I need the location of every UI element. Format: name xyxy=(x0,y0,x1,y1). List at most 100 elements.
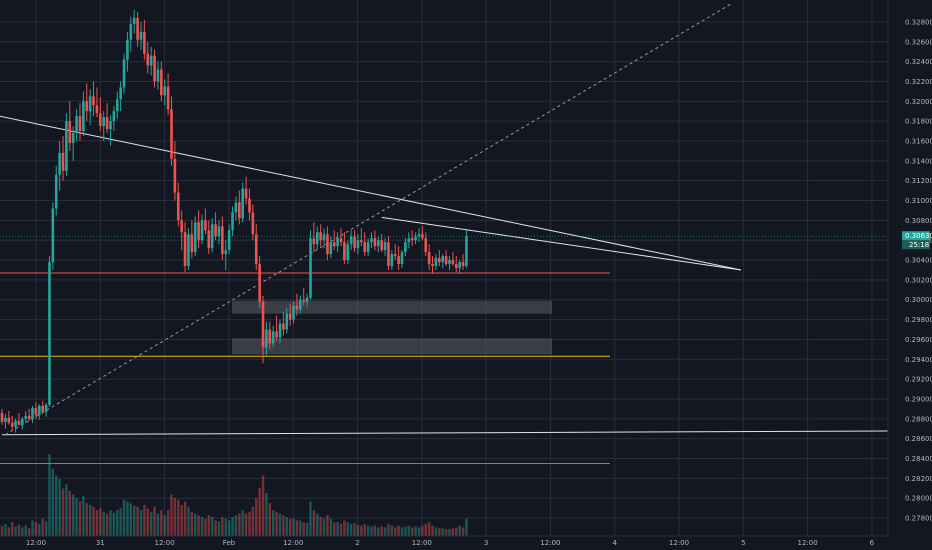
candle-body xyxy=(10,422,14,427)
grid xyxy=(0,0,888,536)
volume-bar xyxy=(387,523,390,536)
volume-bar xyxy=(99,508,102,536)
candle-body xyxy=(356,240,360,249)
x-tick-label: 12:00 xyxy=(669,539,689,547)
candle-body xyxy=(407,238,411,243)
volume-bar xyxy=(7,527,10,536)
candle-body xyxy=(7,417,11,423)
volume-bar xyxy=(458,525,461,536)
volume-bar xyxy=(427,522,431,536)
candle-body xyxy=(105,117,109,130)
candle-body xyxy=(217,226,221,237)
candle-body xyxy=(271,331,275,344)
volume-bar xyxy=(51,468,55,536)
volume-bar xyxy=(194,513,197,536)
candle-body xyxy=(400,252,404,265)
time-axis[interactable]: 12:00 31 12:00 Feb 12:00 2 12:00 3 12:00 4 12:00 5 1… xyxy=(26,539,875,547)
candle-body xyxy=(197,222,200,241)
candle-body xyxy=(210,224,214,249)
volume-bar xyxy=(78,501,82,536)
volume-bar xyxy=(353,523,356,536)
candle-body xyxy=(160,69,163,96)
volume-bar xyxy=(34,522,38,536)
volume-bar xyxy=(61,488,65,536)
y-tick-label: 0.27800 xyxy=(905,515,932,523)
price-axis[interactable]: 0.32800 0.32600 0.32400 0.32200 0.32000 0.318… xyxy=(905,18,932,522)
volume-bar xyxy=(255,498,258,536)
y-tick-label: 0.28000 xyxy=(905,495,932,503)
volume-bar xyxy=(322,518,326,536)
volume-bar xyxy=(343,520,346,536)
candle-body xyxy=(214,224,217,237)
horizontal-lines xyxy=(0,272,610,464)
volume-bar xyxy=(299,520,302,536)
x-tick-label: 12:00 xyxy=(412,539,432,547)
volume-bar xyxy=(221,517,224,536)
volume-bar xyxy=(136,506,139,536)
volume-bar xyxy=(75,498,78,536)
candle-body xyxy=(0,412,4,422)
trend-line xyxy=(381,216,742,271)
volume-bar xyxy=(48,454,51,536)
last-price-tag-bg xyxy=(902,231,930,241)
volume-bar xyxy=(363,523,366,536)
candle-body xyxy=(370,238,373,243)
volume-bar xyxy=(241,510,244,536)
candle-body xyxy=(292,305,295,320)
candle-body xyxy=(295,305,299,310)
candle-body xyxy=(193,222,197,253)
candle-body xyxy=(183,232,187,267)
candle-body xyxy=(363,242,367,253)
candle-body xyxy=(31,407,34,419)
y-tick-label: 0.32000 xyxy=(905,98,932,106)
volume-bar xyxy=(24,525,27,536)
volume-bar xyxy=(197,515,200,536)
candle-body xyxy=(14,420,17,427)
candle-body xyxy=(458,262,461,268)
candle-body xyxy=(143,31,146,54)
y-tick-label: 0.30200 xyxy=(905,276,932,284)
volume-bar xyxy=(451,528,455,536)
candle-body xyxy=(258,264,261,302)
candle-body xyxy=(275,331,278,338)
candle-body xyxy=(27,415,31,419)
volume-bar xyxy=(268,503,272,536)
candle-body xyxy=(315,232,319,245)
volume-bar xyxy=(295,520,299,536)
candle-body xyxy=(92,96,95,106)
candle-body xyxy=(261,301,265,348)
candle-body xyxy=(410,238,414,241)
trendlines xyxy=(0,3,932,436)
volume-bar xyxy=(292,518,295,536)
candle-body xyxy=(17,420,21,425)
candle-body xyxy=(424,238,428,253)
volume-bar xyxy=(438,528,441,536)
candle-body xyxy=(312,238,316,245)
volume-bar xyxy=(173,498,177,536)
candle-body xyxy=(24,415,28,419)
volume-bar xyxy=(285,517,288,536)
x-tick-label: Feb xyxy=(223,539,236,547)
x-tick-label: 6 xyxy=(870,539,875,547)
volume-bar xyxy=(244,513,248,536)
candle-body xyxy=(48,262,51,405)
candle-body xyxy=(302,299,306,302)
candle-body xyxy=(146,53,150,66)
volume-bar xyxy=(421,525,424,536)
volume-bar xyxy=(441,528,444,536)
candle-body xyxy=(254,234,258,265)
candle-body xyxy=(346,244,350,261)
candle-body xyxy=(393,254,397,257)
volume-bar xyxy=(116,510,119,536)
candle-body xyxy=(88,96,92,112)
candle-body xyxy=(336,238,339,247)
volume-bar xyxy=(465,518,468,536)
candle-body xyxy=(383,242,387,251)
candle-body xyxy=(339,238,343,243)
volume-bar xyxy=(319,517,322,536)
candle-body xyxy=(122,59,126,88)
candle-body xyxy=(173,158,177,193)
y-tick-label: 0.30800 xyxy=(905,217,932,225)
volume-bar xyxy=(85,503,88,536)
volume-bar xyxy=(444,529,448,536)
